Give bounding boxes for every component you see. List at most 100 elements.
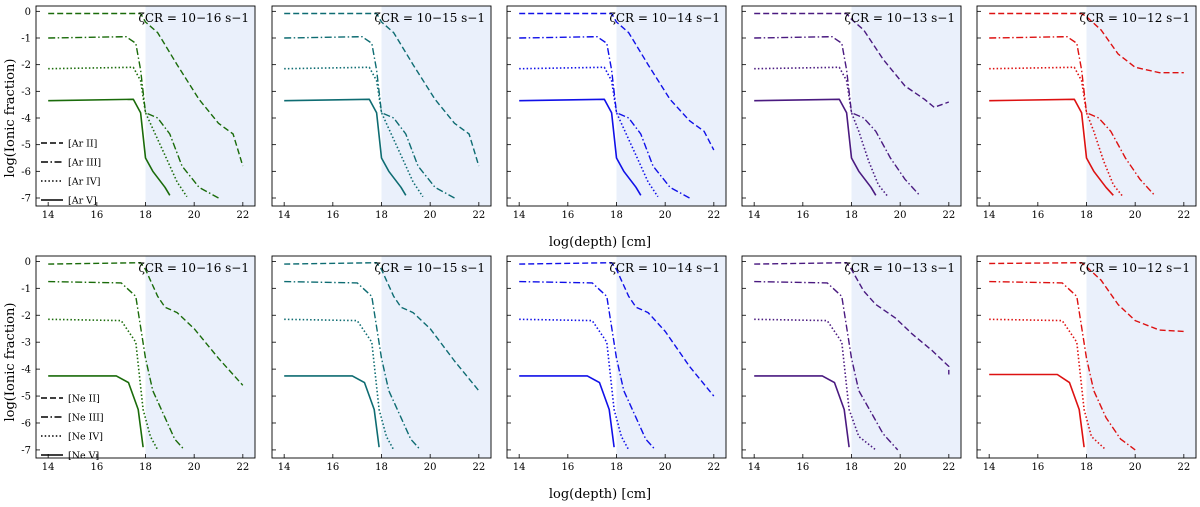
x-tick-label: 18 bbox=[139, 462, 152, 473]
zeta-annotation: ζCR = 10−16 s−1 bbox=[138, 11, 249, 25]
zeta-annotation: ζCR = 10−12 s−1 bbox=[1079, 261, 1190, 275]
series-line-ne-iii bbox=[519, 280, 656, 451]
series-line-ar-ii bbox=[48, 12, 244, 167]
y-tick-label: -2 bbox=[21, 60, 31, 71]
shaded-region bbox=[851, 256, 961, 458]
x-tick-label: 20 bbox=[659, 210, 672, 221]
y-tick-label: -7 bbox=[21, 194, 31, 205]
series-line-ar-v bbox=[754, 98, 877, 196]
x-tick-label: 22 bbox=[707, 462, 720, 473]
zeta-annotation: ζCR = 10−13 s−1 bbox=[844, 11, 955, 25]
shaded-region bbox=[381, 6, 491, 206]
axes-frame bbox=[976, 255, 1197, 459]
y-tick-label: -4 bbox=[21, 114, 31, 125]
series-line-ne-ii bbox=[519, 262, 715, 397]
x-tick-label: 18 bbox=[610, 462, 623, 473]
x-tick-label: 14 bbox=[513, 210, 526, 221]
x-tick-label: 14 bbox=[278, 210, 291, 221]
x-tick-label: 14 bbox=[748, 210, 761, 221]
series-line-ar-iii bbox=[519, 36, 690, 199]
panel-ne-4: 14 16 18 20 22 ζCR = 10−13 s−1 bbox=[741, 255, 962, 473]
x-tick-label: 18 bbox=[845, 462, 858, 473]
shaded-region bbox=[616, 256, 726, 458]
x-tick-label: 22 bbox=[236, 462, 249, 473]
x-tick-label: 18 bbox=[610, 210, 623, 221]
series-line-ne-ii bbox=[754, 262, 950, 375]
x-tick-label: 14 bbox=[42, 462, 55, 473]
legend-label: [Ne V] bbox=[68, 451, 99, 462]
y-tick-label: -3 bbox=[21, 338, 31, 349]
shaded-region bbox=[1086, 256, 1196, 458]
x-tick-label: 22 bbox=[942, 462, 955, 473]
x-tick-label: 20 bbox=[424, 462, 437, 473]
x-tick-label: 18 bbox=[845, 210, 858, 221]
x-tick-label: 16 bbox=[561, 462, 574, 473]
shaded-region bbox=[145, 6, 255, 206]
axes-frame bbox=[35, 255, 256, 459]
x-tick-label: 16 bbox=[326, 462, 339, 473]
legend-label: [Ar V] bbox=[68, 196, 97, 207]
series-line-ne-v bbox=[48, 375, 144, 448]
legend-label: [Ar IV] bbox=[68, 177, 100, 188]
legend: [Ne II] [Ne III] [Ne IV] [Ne V] bbox=[41, 394, 104, 462]
zeta-annotation: ζCR = 10−12 s−1 bbox=[1079, 11, 1190, 25]
x-tick-label: 14 bbox=[983, 210, 996, 221]
series-line-ar-v bbox=[519, 98, 642, 196]
series-line-ar-ii bbox=[754, 12, 950, 108]
series-line-ar-ii bbox=[284, 12, 480, 167]
x-tick-label: 16 bbox=[90, 210, 103, 221]
legend-label: [Ne II] bbox=[68, 394, 100, 405]
y-tick-label: -6 bbox=[21, 167, 31, 178]
panel-ar-5: 14 16 18 20 22 ζCR = 10−12 s−1 bbox=[976, 5, 1197, 221]
axes-frame bbox=[976, 5, 1197, 207]
series-line-ar-iv bbox=[284, 66, 424, 198]
x-tick-label: 18 bbox=[375, 462, 388, 473]
x-axis-label-bottom: log(depth) [cm] bbox=[549, 487, 651, 502]
series-line-ne-iv bbox=[519, 318, 630, 451]
shaded-region bbox=[145, 256, 255, 458]
series-line-ar-iv bbox=[48, 66, 188, 198]
series-line-ne-iii bbox=[48, 280, 185, 451]
x-tick-label: 22 bbox=[236, 210, 249, 221]
panel-ne-1: 14 16 18 20 22 0 -1 -2 -3 -4 -5 -6 -7 ζCR = 10−16 s−1… bbox=[21, 255, 256, 473]
x-tick-label: 16 bbox=[561, 210, 574, 221]
y-tick-label: -2 bbox=[21, 311, 31, 322]
zeta-annotation: ζCR = 10−15 s−1 bbox=[374, 11, 485, 25]
series-line-ne-iv bbox=[48, 318, 159, 451]
x-tick-label: 16 bbox=[1031, 462, 1044, 473]
x-tick-label: 20 bbox=[894, 210, 907, 221]
y-tick-label: -1 bbox=[21, 34, 31, 45]
zeta-annotation: ζCR = 10−16 s−1 bbox=[138, 261, 249, 275]
series-line-ne-ii bbox=[48, 262, 244, 386]
axes-frame bbox=[506, 5, 727, 207]
x-tick-label: 20 bbox=[894, 462, 907, 473]
y-tick-label: -7 bbox=[21, 445, 31, 456]
series-line-ne-iii bbox=[284, 280, 421, 451]
x-tick-label: 22 bbox=[707, 210, 720, 221]
series-line-ne-v bbox=[754, 375, 850, 448]
legend-label: [Ne IV] bbox=[68, 432, 103, 443]
y-axis-label-bottom: log(Ionic fraction) bbox=[3, 303, 18, 422]
y-tick-label: -6 bbox=[21, 418, 31, 429]
x-tick-label: 22 bbox=[472, 210, 485, 221]
x-tick-label: 22 bbox=[942, 210, 955, 221]
x-tick-label: 22 bbox=[472, 462, 485, 473]
x-tick-label: 14 bbox=[748, 462, 761, 473]
shaded-region bbox=[616, 6, 726, 206]
x-tick-label: 22 bbox=[1177, 210, 1190, 221]
x-tick-label: 20 bbox=[1129, 462, 1142, 473]
series-line-ne-iv bbox=[284, 318, 395, 451]
shaded-region bbox=[851, 6, 961, 206]
series-line-ne-ii bbox=[284, 262, 480, 392]
x-tick-label: 16 bbox=[796, 462, 809, 473]
series-line-ar-ii bbox=[989, 12, 1184, 74]
axes-frame bbox=[271, 5, 492, 207]
x-tick-label: 14 bbox=[42, 210, 55, 221]
x-tick-label: 20 bbox=[659, 462, 672, 473]
panel-ar-3: 14 16 18 20 22 ζCR = 10−14 s−1 bbox=[506, 5, 727, 221]
x-tick-label: 18 bbox=[139, 210, 152, 221]
x-tick-label: 20 bbox=[424, 210, 437, 221]
x-axis-label-top: log(depth) [cm] bbox=[549, 235, 651, 250]
panel-ne-5: 14 16 18 20 22 ζCR = 10−12 s−1 bbox=[976, 255, 1197, 473]
